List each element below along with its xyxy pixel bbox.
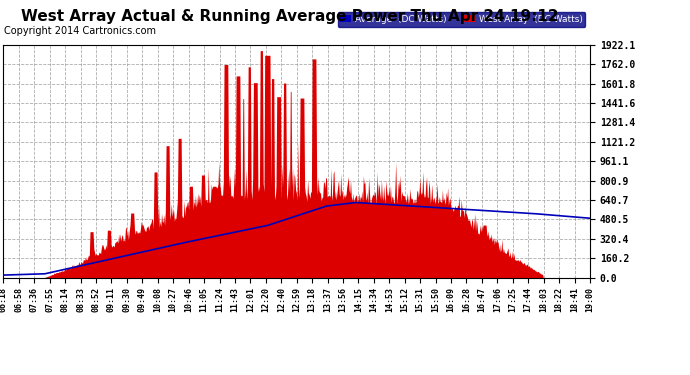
Legend: Average  (DC Watts), West Array  (DC Watts): Average (DC Watts), West Array (DC Watts… — [337, 12, 585, 27]
Text: West Array Actual & Running Average Power Thu Apr 24 19:12: West Array Actual & Running Average Powe… — [21, 9, 559, 24]
Text: Copyright 2014 Cartronics.com: Copyright 2014 Cartronics.com — [4, 26, 156, 36]
